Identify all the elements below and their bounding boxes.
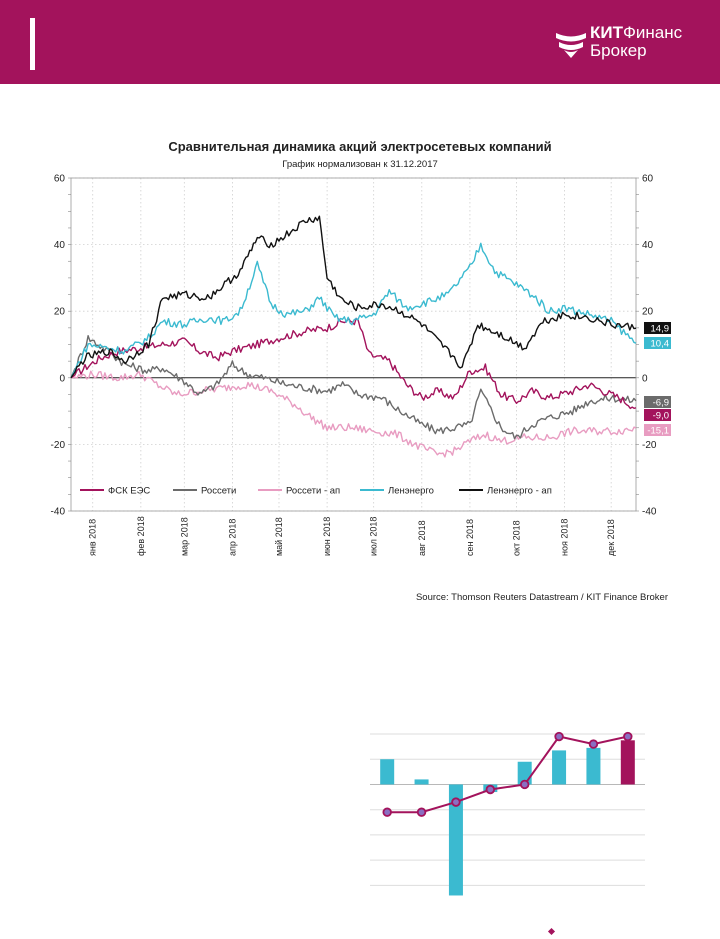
- y-tick-label-right: -40: [642, 507, 657, 518]
- month-tick-label: июл 2018: [369, 517, 379, 556]
- end-label-box: [644, 337, 671, 349]
- month-tick-label: дек 2018: [606, 519, 616, 556]
- end-label-text: -15,1: [647, 426, 669, 437]
- month-tick-label: сен 2018: [465, 519, 475, 556]
- chart2-line-path: [387, 735, 629, 814]
- plot-frame: [70, 177, 637, 512]
- month-tick-label: ноя 2018: [560, 519, 570, 556]
- series-line-5: [70, 215, 637, 379]
- end-label-box: [644, 409, 671, 421]
- end-label-text: -9,0: [653, 411, 669, 422]
- month-tick-label: фев 2018: [136, 516, 146, 556]
- chart2-bar: [552, 750, 567, 785]
- series-line-3: [70, 370, 637, 458]
- chart2-line-point: [519, 779, 530, 790]
- chart2-bar: [448, 784, 463, 896]
- end-label-text: 14,9: [651, 324, 670, 335]
- page-header: КИТФинанс Брокер: [0, 0, 720, 84]
- logo-brand: КИТФинанс: [590, 23, 683, 42]
- series-line-4: [70, 242, 637, 379]
- chart2-legend-marker: [547, 927, 556, 936]
- chart2-bar: [620, 740, 635, 785]
- chart2-line-point: [451, 797, 461, 807]
- y-tick-label-left: 0: [59, 373, 65, 384]
- chart-title: Сравнительная динамика акций электросете…: [168, 139, 551, 154]
- kit-wings-icon: [556, 33, 586, 58]
- legend-label: Россети - ап: [286, 486, 340, 497]
- y-tick-label-right: 40: [642, 240, 654, 251]
- y-tick-label-left: 40: [54, 240, 66, 251]
- legend-label: Россети: [201, 486, 236, 497]
- chart-grid: [71, 177, 636, 512]
- y-tick-label-left: 20: [54, 307, 66, 318]
- chart2-bar: [380, 759, 395, 785]
- y-tick-label-left: -40: [51, 507, 66, 518]
- logo-subtitle: Брокер: [590, 41, 647, 60]
- kit-finance-logo: КИТФинанс Брокер: [556, 23, 696, 65]
- chart2-bar: [586, 747, 601, 785]
- chart-subtitle: График нормализован к 31.12.2017: [282, 159, 438, 170]
- source-note: Source: Thomson Reuters Datastream / KIT…: [415, 592, 668, 603]
- chart2-line-point: [554, 731, 564, 742]
- legend-label: ФСК ЕЭС: [108, 486, 150, 497]
- month-tick-label: апр 2018: [227, 519, 237, 556]
- y-tick-label-left: 60: [54, 174, 66, 185]
- y-tick-label-right: -20: [642, 440, 657, 451]
- chart-end-labels: -9,0 -6,9 -15,1 10,4 14,9: [644, 322, 671, 437]
- legend-label: Ленэнерго - ап: [487, 486, 552, 497]
- month-tick-label: июн 2018: [322, 517, 332, 556]
- end-label-text: -6,9: [653, 398, 669, 409]
- chart2-line-point: [382, 807, 392, 817]
- month-tick-label: авг 2018: [417, 520, 427, 556]
- chart2-bars: [380, 740, 635, 896]
- end-label-box: [644, 396, 671, 408]
- header-accent-bar: [30, 18, 35, 70]
- comparative-dynamics-chart: Сравнительная динамика акций электросете…: [51, 139, 671, 557]
- chart2-line-point: [623, 731, 633, 742]
- chart2-line-point: [416, 807, 427, 817]
- month-tick-label: янв 2018: [88, 519, 98, 556]
- chart2-legend: [547, 927, 556, 936]
- end-label-box: [644, 322, 671, 334]
- chart2-grid: [370, 733, 645, 886]
- chart2-bar: [414, 779, 429, 785]
- chart2-line: [382, 731, 633, 817]
- month-tick-label: мар 2018: [179, 517, 189, 556]
- y-tick-label-right: 60: [642, 174, 654, 185]
- chart2-line-point: [588, 739, 599, 749]
- chart2-line-point: [485, 784, 496, 795]
- chart-series: [70, 215, 637, 458]
- series-line-2: [70, 334, 637, 440]
- bar-line-chart: [370, 731, 645, 936]
- end-label-box: [644, 424, 671, 436]
- chart-legend: ФСК ЕЭС Россети Россети - ап Ленэнерго Ленэн…: [80, 486, 552, 497]
- y-tick-label-right: 20: [642, 307, 654, 318]
- y-tick-label-left: -20: [51, 440, 66, 451]
- legend-label: Ленэнерго: [388, 486, 434, 497]
- chart-axes: янв 2018 фев 2018 мар 2018 апр 2018 май 2018…: [51, 174, 657, 557]
- month-tick-label: май 2018: [274, 517, 284, 556]
- month-tick-label: окт 2018: [511, 520, 521, 556]
- end-label-text: 10,4: [651, 339, 670, 350]
- y-tick-label-right: 0: [642, 373, 648, 384]
